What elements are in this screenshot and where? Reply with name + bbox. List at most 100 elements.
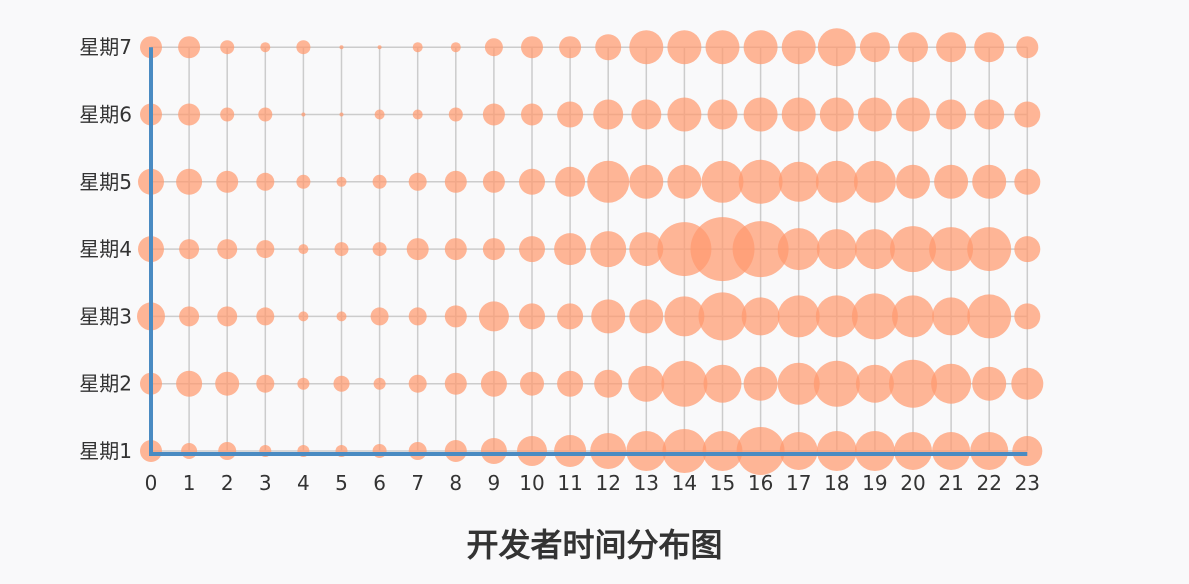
data-bubble bbox=[179, 306, 200, 327]
data-bubble bbox=[931, 363, 972, 404]
data-bubble bbox=[520, 371, 544, 396]
data-bubble bbox=[372, 174, 387, 189]
x-tick-label: 13 bbox=[634, 471, 659, 495]
data-bubble bbox=[851, 293, 898, 340]
data-bubble bbox=[256, 172, 275, 191]
data-bubble bbox=[256, 374, 275, 393]
data-bubble bbox=[408, 374, 427, 393]
data-bubble bbox=[629, 299, 664, 334]
data-bubble bbox=[662, 429, 707, 473]
data-bubble bbox=[777, 295, 820, 338]
data-bubble bbox=[412, 109, 423, 120]
data-bubble bbox=[334, 242, 349, 257]
x-tick-label: 12 bbox=[595, 471, 620, 495]
data-bubble bbox=[1014, 236, 1041, 263]
data-bubble bbox=[333, 375, 350, 392]
data-bubble bbox=[593, 99, 624, 130]
data-bubble bbox=[894, 432, 932, 470]
data-bubble bbox=[890, 226, 936, 273]
data-bubble bbox=[896, 97, 930, 132]
data-bubble bbox=[370, 307, 389, 326]
data-bubble bbox=[482, 103, 505, 126]
data-bubble bbox=[1012, 436, 1043, 466]
data-bubble bbox=[819, 97, 854, 132]
data-bubble bbox=[972, 366, 1007, 401]
x-tick-label: 2 bbox=[221, 471, 234, 495]
data-bubble bbox=[972, 164, 1007, 199]
data-bubble bbox=[777, 228, 820, 271]
data-bubble bbox=[557, 303, 584, 330]
x-tick-label: 10 bbox=[519, 471, 544, 495]
data-bubble bbox=[932, 432, 971, 470]
x-tick-label: 5 bbox=[335, 471, 348, 495]
data-bubble bbox=[179, 239, 200, 260]
y-tick-label: 星期4 bbox=[79, 237, 132, 261]
chart-title: 开发者时间分布图 bbox=[466, 526, 723, 564]
y-tick-label: 星期7 bbox=[79, 35, 132, 59]
data-bubble bbox=[667, 97, 702, 132]
data-bubble bbox=[178, 36, 201, 59]
data-bubble bbox=[297, 377, 310, 390]
x-tick-label: 1 bbox=[183, 471, 196, 495]
data-bubble bbox=[631, 99, 662, 130]
x-tick-label: 16 bbox=[748, 471, 773, 495]
data-bubble bbox=[336, 311, 347, 322]
data-bubble bbox=[817, 28, 856, 67]
data-bubble bbox=[480, 370, 507, 397]
data-bubble bbox=[220, 40, 235, 55]
data-bubble bbox=[1014, 168, 1041, 195]
data-bubble bbox=[372, 242, 387, 257]
data-bubble bbox=[484, 38, 503, 57]
data-bubble bbox=[298, 244, 309, 255]
data-bubble bbox=[974, 32, 1005, 63]
x-tick-label: 19 bbox=[862, 471, 887, 495]
data-bubble bbox=[408, 307, 427, 326]
data-bubble bbox=[1011, 367, 1044, 400]
data-bubble bbox=[450, 42, 461, 53]
data-bubble bbox=[336, 176, 347, 187]
data-bubble bbox=[215, 371, 240, 396]
data-bubble bbox=[779, 432, 818, 470]
data-bubble bbox=[705, 30, 740, 65]
data-bubble bbox=[778, 161, 819, 202]
y-tick-label: 星期1 bbox=[79, 439, 132, 463]
x-tick-label: 23 bbox=[1015, 471, 1040, 495]
data-bubble bbox=[374, 109, 385, 120]
data-bubble bbox=[590, 433, 627, 469]
data-bubble bbox=[373, 377, 386, 390]
data-bubble bbox=[448, 107, 463, 122]
data-bubble bbox=[857, 97, 892, 132]
x-tick-label: 9 bbox=[488, 471, 501, 495]
data-bubble bbox=[896, 164, 930, 199]
data-bubble bbox=[626, 431, 667, 471]
x-tick-label: 22 bbox=[976, 471, 1001, 495]
data-bubble bbox=[698, 292, 747, 341]
data-bubble bbox=[519, 236, 545, 263]
data-bubble bbox=[936, 99, 967, 130]
x-tick-label: 4 bbox=[297, 471, 310, 495]
bubble-layer bbox=[137, 28, 1044, 475]
data-bubble bbox=[629, 30, 664, 65]
data-bubble bbox=[815, 160, 858, 203]
data-bubble bbox=[480, 438, 507, 464]
data-bubble bbox=[555, 166, 586, 197]
y-tick-label: 星期5 bbox=[79, 170, 132, 194]
data-bubble bbox=[970, 432, 1009, 470]
data-bubble bbox=[777, 362, 820, 405]
data-bubble bbox=[1014, 303, 1041, 330]
data-bubble bbox=[521, 36, 543, 59]
data-bubble bbox=[298, 311, 309, 322]
x-tick-label: 21 bbox=[938, 471, 963, 495]
data-bubble bbox=[667, 30, 702, 65]
data-bubble bbox=[478, 301, 509, 332]
x-tick-label: 8 bbox=[449, 471, 462, 495]
data-bubble bbox=[590, 231, 627, 268]
data-bubble bbox=[816, 229, 857, 270]
data-bubble bbox=[339, 45, 344, 50]
data-bubble bbox=[519, 303, 545, 330]
data-bubble bbox=[256, 307, 275, 326]
data-bubble bbox=[743, 30, 778, 65]
data-bubble bbox=[936, 32, 967, 63]
data-bubble bbox=[181, 443, 198, 459]
